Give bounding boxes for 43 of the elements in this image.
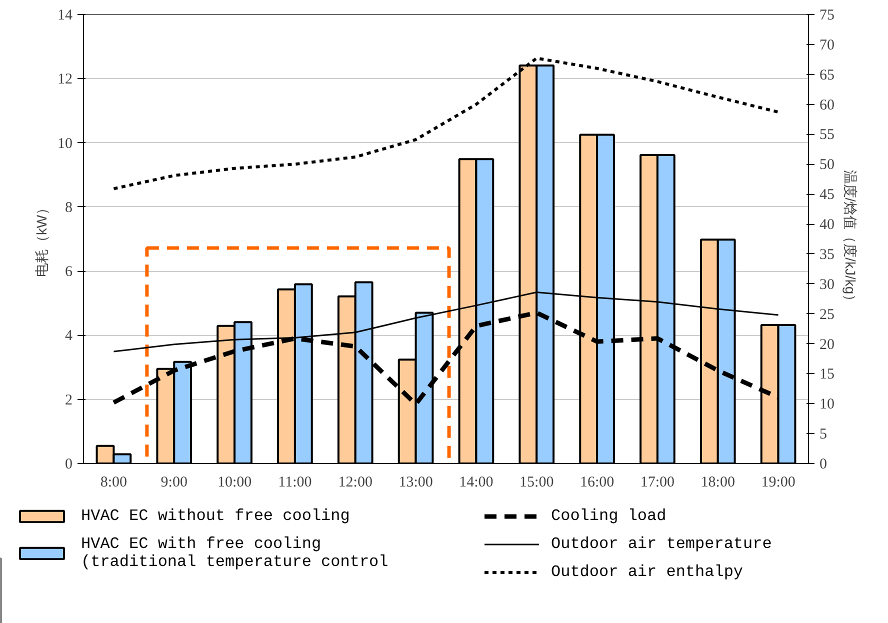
y2-axis-title: 温度/焓值（度/kJ/kg）: [842, 170, 858, 308]
x-tick-label: 19:00: [761, 474, 796, 490]
legend-label: Outdoor air enthalpy: [551, 563, 744, 581]
legend-label: Cooling load: [551, 507, 666, 525]
y2-tick-label: 40: [820, 217, 834, 234]
x-tick-label: 9:00: [160, 474, 188, 490]
x-tick-label: 15:00: [520, 474, 554, 490]
y-tick-label: 10: [58, 136, 72, 152]
y2-tick-label: 55: [820, 127, 834, 144]
y2-tick-label: 45: [820, 187, 834, 204]
y2-tick-label: 5: [820, 426, 827, 443]
y-tick-label: 12: [58, 72, 72, 88]
y-tick-label: 0: [65, 456, 72, 472]
legend-label: HVAC EC without free cooling: [81, 507, 350, 525]
y-tick-label: 8: [65, 200, 72, 216]
y-tick-label: 2: [65, 392, 72, 408]
y2-tick-label: 50: [820, 157, 834, 174]
x-tick-label: 10:00: [217, 474, 252, 490]
y-tick-label: 6: [65, 264, 73, 280]
x-tick-label: 8:00: [100, 474, 128, 490]
y2-tick-label: 60: [820, 97, 834, 114]
x-tick-label: 18:00: [700, 474, 735, 490]
y-axis-title: 电耗（kW）: [34, 200, 50, 278]
legend-label: HVAC EC with free cooling (traditional temperature control: [81, 535, 388, 571]
y2-tick-label: 30: [820, 276, 834, 293]
y2-tick-label: 35: [820, 246, 834, 263]
x-tick-label: 13:00: [398, 474, 433, 490]
x-tick-label: 16:00: [580, 474, 614, 490]
y2-tick-label: 65: [820, 67, 834, 84]
y2-tick-label: 20: [820, 336, 834, 353]
legend-label: Outdoor air temperature: [551, 535, 772, 553]
y2-tick-label: 0: [820, 456, 827, 472]
x-tick-label: 14:00: [459, 474, 494, 490]
x-tick-label: 11:00: [278, 474, 312, 490]
y2-tick-label: 75: [820, 8, 834, 24]
y2-tick-label: 10: [820, 396, 834, 413]
y-tick-label: 4: [65, 328, 73, 344]
x-tick-label: 17:00: [640, 474, 675, 490]
y2-tick-label: 70: [820, 37, 834, 54]
y2-tick-label: 25: [820, 306, 834, 323]
x-tick-label: 12:00: [338, 474, 372, 490]
y2-tick-label: 15: [820, 366, 834, 383]
y-tick-label: 14: [58, 8, 73, 24]
